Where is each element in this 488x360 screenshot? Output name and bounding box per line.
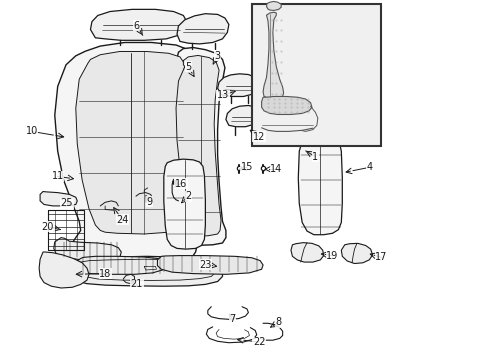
Text: 8: 8 <box>275 317 281 327</box>
Text: 22: 22 <box>252 337 265 347</box>
Text: 3: 3 <box>214 51 220 61</box>
Polygon shape <box>54 238 121 261</box>
Polygon shape <box>263 12 283 99</box>
Polygon shape <box>298 133 342 235</box>
Polygon shape <box>55 42 199 263</box>
Polygon shape <box>39 252 89 288</box>
Text: 13: 13 <box>216 90 229 100</box>
Text: 17: 17 <box>374 252 387 262</box>
Text: 20: 20 <box>41 222 54 232</box>
Text: 25: 25 <box>61 198 73 208</box>
Text: 10: 10 <box>25 126 38 136</box>
Polygon shape <box>341 243 372 264</box>
Polygon shape <box>225 105 260 127</box>
Text: 12: 12 <box>252 132 265 142</box>
Text: 18: 18 <box>99 269 111 279</box>
Text: 24: 24 <box>116 215 128 225</box>
Text: 5: 5 <box>185 62 191 72</box>
Bar <box>251 4 381 146</box>
Text: 9: 9 <box>146 197 152 207</box>
Text: 1: 1 <box>312 152 318 162</box>
Polygon shape <box>266 1 281 10</box>
Text: 19: 19 <box>325 251 338 261</box>
Polygon shape <box>176 55 221 236</box>
Polygon shape <box>167 48 225 246</box>
Polygon shape <box>163 159 205 249</box>
Text: 2: 2 <box>185 191 191 201</box>
Text: 21: 21 <box>130 279 143 289</box>
Polygon shape <box>261 96 311 114</box>
Polygon shape <box>76 51 186 234</box>
Text: 7: 7 <box>229 314 235 324</box>
Text: 14: 14 <box>269 164 282 174</box>
Polygon shape <box>290 243 323 262</box>
Text: 16: 16 <box>174 179 187 189</box>
Polygon shape <box>90 9 186 40</box>
Text: 11: 11 <box>51 171 64 181</box>
Text: 23: 23 <box>199 260 211 270</box>
Polygon shape <box>177 14 228 44</box>
Text: 15: 15 <box>240 162 253 172</box>
Polygon shape <box>217 74 258 96</box>
Text: 4: 4 <box>366 162 371 172</box>
Polygon shape <box>40 192 77 206</box>
Polygon shape <box>157 256 263 274</box>
Text: 6: 6 <box>134 21 140 31</box>
Polygon shape <box>67 256 222 286</box>
Polygon shape <box>76 256 165 274</box>
